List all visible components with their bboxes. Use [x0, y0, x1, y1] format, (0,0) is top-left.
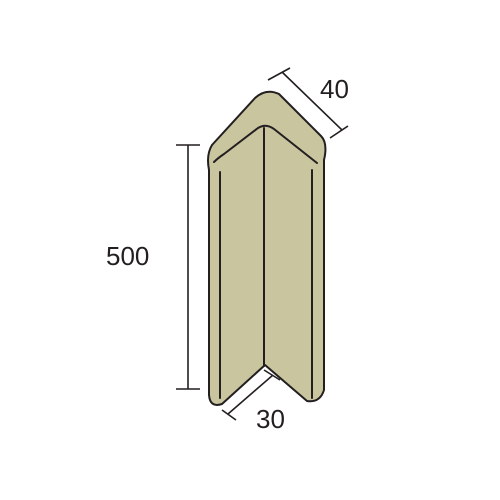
depth-dimension-line: [281, 71, 343, 131]
height-label: 500: [106, 241, 149, 271]
depth-dimension: 40: [267, 67, 349, 139]
height-dimension: 500: [106, 144, 200, 390]
thickness-extension-line-left: [221, 409, 237, 421]
depth-extension-line-top: [267, 67, 291, 81]
guard-silhouette: [207, 90, 327, 406]
thickness-label: 30: [256, 404, 285, 434]
thickness-dimension-line: [227, 374, 274, 415]
front-groove-line: [213, 124, 318, 164]
depth-label: 40: [320, 74, 349, 104]
corner-guard: [207, 90, 327, 406]
depth-extension-line-bottom: [329, 125, 349, 139]
thickness-dimension: 30: [221, 369, 285, 434]
